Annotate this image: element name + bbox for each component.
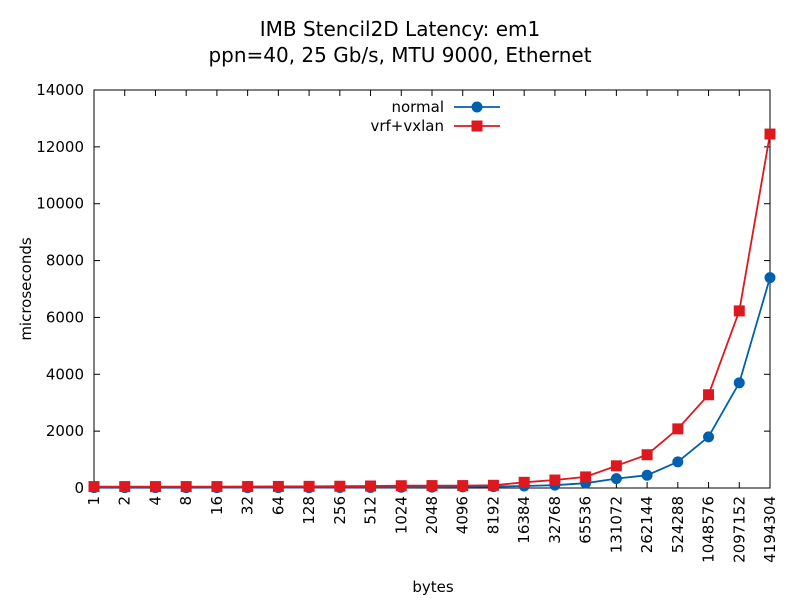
legend-marker <box>471 101 483 113</box>
x-tick-label: 2097152 <box>730 496 748 563</box>
y-tick-label: 14000 <box>36 81 84 99</box>
data-point <box>518 476 530 488</box>
x-tick-label: 4096 <box>454 496 472 534</box>
data-point <box>211 481 223 493</box>
data-point <box>365 480 377 492</box>
data-point <box>149 481 161 493</box>
data-point <box>672 423 684 435</box>
data-point <box>272 480 284 492</box>
x-tick-label: 524288 <box>669 496 687 553</box>
data-point <box>242 481 254 493</box>
x-tick-label: 2 <box>116 496 134 506</box>
data-point <box>487 479 499 491</box>
x-tick-label: 256 <box>331 496 349 525</box>
data-point <box>764 272 776 284</box>
data-point <box>610 460 622 472</box>
y-tick-label: 0 <box>74 479 84 497</box>
data-point <box>703 431 715 443</box>
x-tick-label: 8192 <box>484 496 502 534</box>
x-tick-label: 16 <box>208 496 226 515</box>
x-axis-ticks: 1 2 4 8 16 32 64 128 256 512 1024 2048 4096 8192 16384… <box>85 90 779 563</box>
x-axis-label: bytes <box>412 578 454 596</box>
data-point <box>426 480 438 492</box>
legend-label: normal <box>391 98 444 116</box>
y-tick-label: 12000 <box>36 138 84 156</box>
legend-marker <box>471 120 483 132</box>
x-tick-label: 65536 <box>577 496 595 544</box>
y-tick-label: 2000 <box>46 422 84 440</box>
x-tick-label: 128 <box>300 496 318 525</box>
y-tick-label: 10000 <box>36 195 84 213</box>
x-tick-label: 262144 <box>638 496 656 553</box>
series-line <box>94 277 771 489</box>
data-point <box>733 305 745 317</box>
y-axis-ticks: 0 2000 4000 6000 8000 10000 12000 14000 <box>36 81 770 497</box>
data-point <box>610 473 622 485</box>
data-point <box>457 480 469 492</box>
x-tick-label: 64 <box>269 496 287 515</box>
chart-series <box>88 128 776 494</box>
series-line <box>94 133 771 488</box>
data-point <box>303 480 315 492</box>
x-tick-label: 512 <box>362 496 380 525</box>
data-point <box>180 481 192 493</box>
data-point <box>395 480 407 492</box>
y-tick-label: 8000 <box>46 252 84 270</box>
x-tick-label: 32768 <box>546 496 564 544</box>
data-point <box>119 481 131 493</box>
data-point <box>334 480 346 492</box>
data-point <box>88 481 100 493</box>
chart-axes <box>93 89 771 489</box>
plot-frame <box>93 89 771 489</box>
series-vrf-vxlan <box>88 128 776 493</box>
legend-label: vrf+vxlan <box>370 117 444 135</box>
x-tick-label: 1 <box>85 496 103 506</box>
data-point <box>764 128 776 140</box>
x-tick-label: 4 <box>146 496 164 506</box>
y-tick-label: 6000 <box>46 308 84 326</box>
x-tick-label: 16384 <box>515 496 533 544</box>
data-point <box>733 377 745 389</box>
data-point <box>703 389 715 401</box>
x-tick-label: 1048576 <box>700 496 718 563</box>
data-point <box>641 449 653 461</box>
x-tick-label: 131072 <box>607 496 625 553</box>
data-point <box>641 469 653 481</box>
x-tick-label: 2048 <box>423 496 441 534</box>
x-tick-label: 4194304 <box>761 496 779 563</box>
series-normal <box>88 272 776 494</box>
y-axis-label: microseconds <box>17 237 35 341</box>
data-point <box>672 456 684 468</box>
y-tick-label: 4000 <box>46 365 84 383</box>
x-tick-label: 1024 <box>392 496 410 534</box>
data-point <box>549 474 561 486</box>
chart-title: IMB Stencil2D Latency: em1 <box>259 17 541 41</box>
chart-subtitle: ppn=40, 25 Gb/s, MTU 9000, Ethernet <box>208 43 592 67</box>
x-tick-label: 8 <box>177 496 195 506</box>
x-tick-label: 32 <box>239 496 257 515</box>
data-point <box>580 471 592 483</box>
